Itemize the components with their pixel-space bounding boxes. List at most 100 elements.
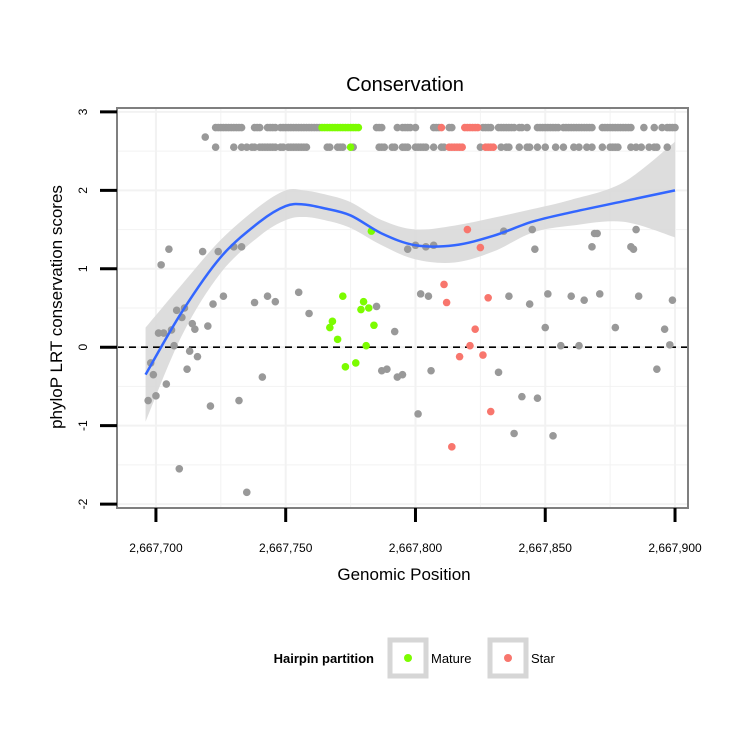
- point-other: [211, 143, 220, 152]
- point-other: [152, 392, 160, 400]
- point-other: [204, 322, 212, 330]
- y-tick-label: -2: [76, 498, 90, 509]
- point-other: [645, 143, 653, 152]
- point-other: [533, 143, 542, 152]
- point-other: [403, 245, 412, 253]
- x-axis: 2,667,700 2,667,750 2,667,800 2,667,850 2,66…: [129, 508, 702, 555]
- point-star: [489, 143, 498, 152]
- point-other: [505, 292, 513, 301]
- x-tick-label: 2,667,900: [648, 541, 702, 555]
- point-other: [185, 347, 194, 355]
- point-other: [671, 123, 679, 132]
- point-other: [544, 290, 552, 298]
- point-other: [505, 143, 513, 152]
- point-other: [588, 143, 596, 152]
- point-other: [390, 327, 399, 336]
- point-other: [533, 394, 542, 402]
- grid-lines: [117, 108, 688, 508]
- point-other: [593, 229, 601, 238]
- point-star: [471, 325, 479, 333]
- point-other: [557, 341, 565, 350]
- point-other: [541, 323, 550, 332]
- point-other: [541, 143, 550, 152]
- point-other: [523, 123, 531, 132]
- point-mature: [362, 341, 370, 350]
- point-other: [416, 290, 425, 298]
- point-star: [486, 407, 495, 416]
- point-other: [580, 296, 588, 304]
- point-other: [531, 245, 539, 253]
- y-tick-label: 3: [76, 108, 90, 115]
- point-other: [551, 143, 560, 152]
- point-other: [588, 123, 596, 132]
- point-other: [403, 143, 412, 152]
- point-other: [159, 329, 168, 337]
- point-other: [422, 143, 430, 152]
- point-mature: [359, 297, 368, 306]
- legend-label-mature: Mature: [431, 651, 471, 666]
- point-other: [640, 123, 648, 132]
- point-other: [494, 368, 503, 377]
- point-other: [448, 123, 456, 132]
- point-other: [242, 143, 251, 152]
- point-other: [390, 143, 399, 152]
- point-other: [235, 396, 243, 405]
- legend-item-star: Star: [487, 637, 556, 679]
- plot-border: [116, 107, 689, 509]
- point-other: [191, 325, 199, 333]
- point-other: [237, 123, 246, 132]
- legend: Hairpin partition Mature Star: [274, 637, 556, 679]
- point-star: [466, 341, 474, 350]
- legend-label-star: Star: [531, 651, 556, 666]
- point-other: [668, 296, 677, 304]
- point-other: [258, 373, 267, 381]
- point-other: [666, 341, 674, 349]
- point-other: [157, 261, 165, 269]
- point-other: [549, 432, 557, 440]
- point-other: [575, 341, 583, 350]
- point-other: [424, 292, 433, 301]
- y-tick-label: 1: [76, 265, 90, 272]
- point-other: [263, 292, 272, 301]
- point-other: [653, 143, 661, 152]
- point-other: [525, 143, 534, 152]
- y-axis-title: phyloP LRT conservation scores: [47, 185, 66, 429]
- point-other: [427, 366, 435, 375]
- point-mature: [333, 335, 342, 344]
- point-other: [398, 370, 407, 379]
- point-star: [440, 280, 448, 289]
- point-mature: [341, 363, 350, 371]
- point-other: [429, 241, 438, 250]
- point-other: [250, 298, 259, 307]
- point-other: [486, 123, 495, 132]
- point-other: [237, 243, 246, 251]
- point-other: [582, 143, 591, 152]
- point-other: [294, 288, 303, 297]
- legend-title: Hairpin partition: [274, 651, 374, 666]
- point-other: [255, 123, 264, 132]
- point-other: [497, 143, 505, 152]
- point-star: [479, 351, 487, 359]
- point-mature: [339, 292, 347, 301]
- point-mature: [326, 323, 334, 332]
- point-other: [372, 302, 381, 311]
- point-star: [437, 123, 446, 132]
- point-star: [458, 143, 466, 152]
- point-other: [637, 143, 646, 152]
- point-mature: [351, 359, 360, 367]
- chart-title: Conservation: [346, 74, 464, 96]
- point-star: [455, 352, 464, 361]
- point-other: [611, 323, 620, 332]
- point-other: [518, 123, 526, 132]
- point-star: [484, 294, 492, 302]
- point-other: [510, 429, 518, 438]
- point-other: [271, 297, 280, 306]
- point-other: [658, 123, 666, 132]
- point-other: [629, 245, 638, 253]
- point-other: [411, 123, 420, 132]
- point-other: [214, 247, 223, 256]
- smooth-line: [144, 189, 676, 376]
- x-tick-label: 2,667,850: [519, 541, 573, 555]
- point-other: [595, 290, 604, 298]
